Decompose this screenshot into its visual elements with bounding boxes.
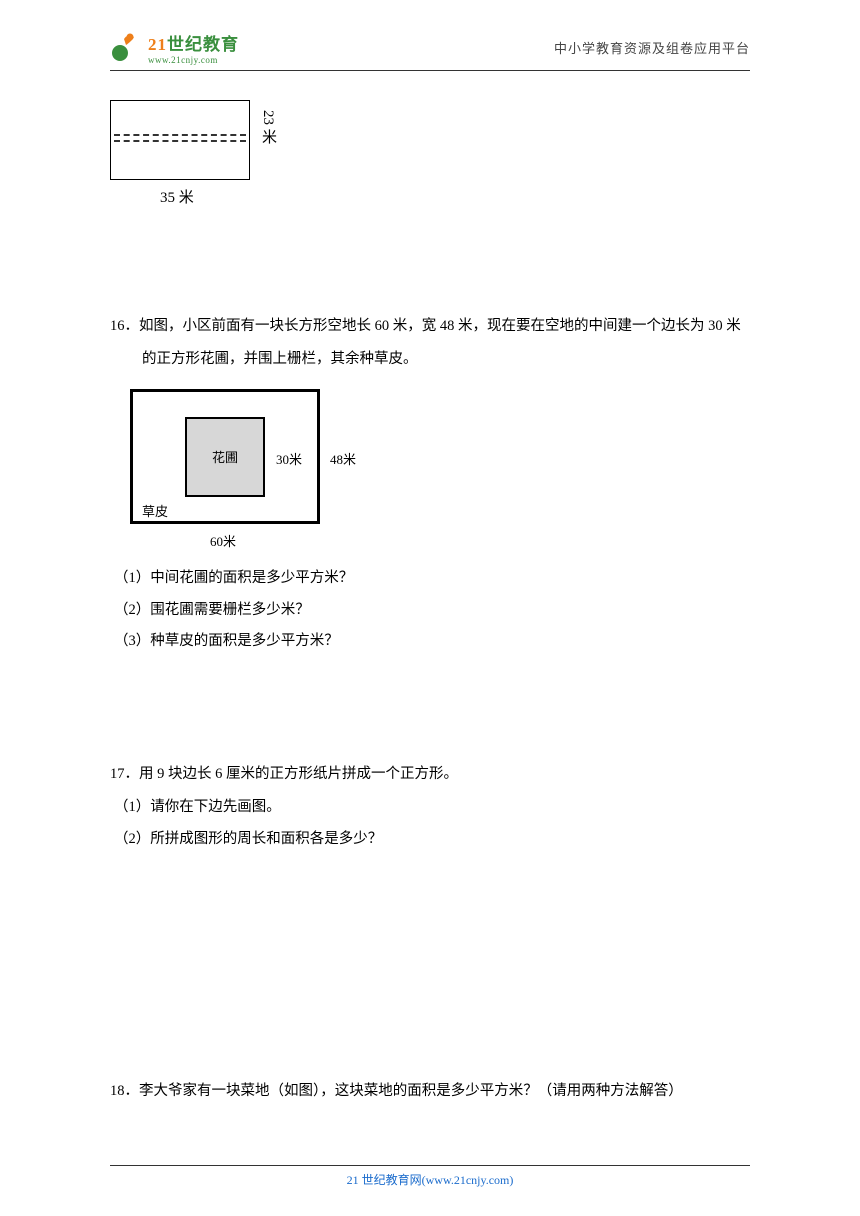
q18-body: 李大爷家有一块菜地（如图），这块菜地的面积是多少平方米？（请用两种方法解答） [139,1083,683,1099]
problem-18: 18．李大爷家有一块菜地（如图），这块菜地的面积是多少平方米？（请用两种方法解答… [110,1075,750,1108]
brand-21: 21 [148,35,167,54]
q17-number: 17． [110,766,139,782]
header-subtitle: 中小学教育资源及组卷应用平台 [554,38,750,57]
q17-sub-questions: （1）请你在下边先画图。 （2）所拼成图形的周长和面积各是多少？ [110,792,750,856]
q16-number: 16． [110,318,139,334]
logo-area: 21世纪教育 www.21cnjy.com [110,30,239,65]
footer-rule [110,1165,750,1166]
q16-inner-square: 花圃 [185,417,265,497]
q16-sub-questions: （1）中间花圃的面积是多少平方米？ （2）围花圃需要栅栏多少米？ （3）种草皮的… [110,563,750,659]
q16-diagram: 花圃 草皮 30米 48米 60米 [130,389,430,549]
q15-dashed-1 [114,134,246,136]
problem-17: 17．用 9 块边长 6 厘米的正方形纸片拼成一个正方形。 （1）请你在下边先画… [110,758,750,855]
page-footer: 21 世纪教育网(www.21cnjy.com) [0,1171,860,1188]
q17-text: 17．用 9 块边长 6 厘米的正方形纸片拼成一个正方形。 [110,758,750,791]
q16-sub1: （1）中间花圃的面积是多少平方米？ [114,563,750,595]
q15-dashed-2 [114,140,246,142]
q17-body: 用 9 块边长 6 厘米的正方形纸片拼成一个正方形。 [139,766,458,782]
footer-prefix: 21 世纪教育网 [347,1173,422,1187]
q15-height-label: 23 米 [258,110,279,144]
brand-url: www.21cnjy.com [148,55,239,65]
logo-icon [110,31,144,65]
q16-text: 16．如图，小区前面有一块长方形空地长 60 米，宽 48 米，现在要在空地的中… [110,310,750,377]
q15-diagram: 23 米 35 米 [110,100,300,210]
q16-sub2: （2）围花圃需要栅栏多少米？ [114,595,750,627]
q17-sub2: （2）所拼成图形的周长和面积各是多少？ [114,824,750,856]
q16-sub3: （3）种草皮的面积是多少平方米？ [114,626,750,658]
content-area: 23 米 35 米 16．如图，小区前面有一块长方形空地长 60 米，宽 48 … [110,100,750,1139]
header-rule [110,70,750,71]
q18-text: 18．李大爷家有一块菜地（如图），这块菜地的面积是多少平方米？（请用两种方法解答… [110,1075,750,1108]
q16-60m-label: 60米 [210,531,236,550]
page-header: 21世纪教育 www.21cnjy.com 中小学教育资源及组卷应用平台 [110,30,750,65]
problem-16: 16．如图，小区前面有一块长方形空地长 60 米，宽 48 米，现在要在空地的中… [110,310,750,658]
brand-suffix: 世纪教育 [167,35,239,54]
q16-inner-label: 花圃 [212,447,238,466]
q18-number: 18． [110,1083,139,1099]
q15-width-label: 35 米 [160,186,194,207]
q16-30m-label: 30米 [276,449,302,468]
footer-url: (www.21cnjy.com) [422,1173,514,1187]
q17-sub1: （1）请你在下边先画图。 [114,792,750,824]
logo-text: 21世纪教育 www.21cnjy.com [148,30,239,65]
q16-grass-label: 草皮 [142,501,168,520]
q16-body: 如图，小区前面有一块长方形空地长 60 米，宽 48 米，现在要在空地的中间建一… [139,318,741,367]
q16-48m-label: 48米 [330,449,356,468]
